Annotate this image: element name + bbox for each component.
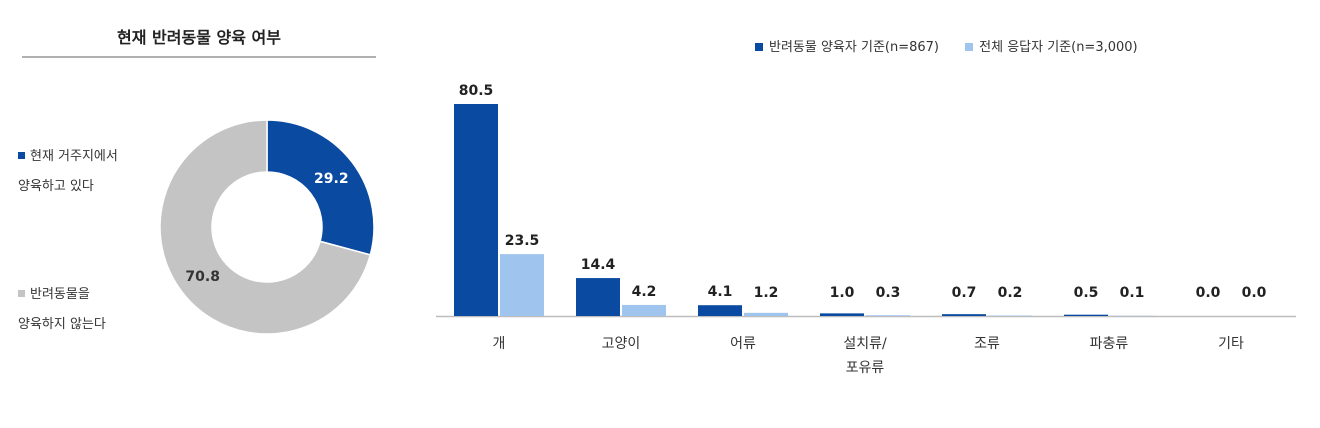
bar-series1-1 <box>622 304 666 316</box>
bar-series1-2 <box>744 312 788 316</box>
donut-slice-0 <box>266 119 375 256</box>
legend-label-not-raising-line2: 양육하지 않는다 <box>18 317 106 332</box>
bar-value-label-0-0: 80.5 <box>459 83 494 99</box>
category-label-3: 설치류/포유류 <box>843 336 887 376</box>
bar-value-label-1-5: 0.1 <box>1120 285 1145 301</box>
bar-value-label-0-1: 14.4 <box>581 257 616 273</box>
legend-swatch-raising <box>18 152 25 159</box>
donut-chart-title: 현재 반려동물 양육 여부 <box>117 28 281 47</box>
category-label-4: 조류 <box>974 336 1000 352</box>
bar-value-label-0-5: 0.5 <box>1074 285 1099 301</box>
bar-series0-1 <box>576 278 620 316</box>
bar-value-label-0-2: 4.1 <box>708 284 733 300</box>
bar-series1-4 <box>988 315 1032 316</box>
legend-label-raising-line1: 현재 거주지에서 <box>30 149 118 164</box>
donut-value-label-0: 29.2 <box>314 171 349 187</box>
title-divider <box>22 56 376 58</box>
bar-chart: 80.5 23.5 개 14.4 4.2 고양이 4.1 1.2 어류 1.0 0.3 설치류/포유류… <box>436 83 1296 376</box>
category-label-5: 파충류 <box>1090 336 1129 352</box>
bar-value-label-0-3: 1.0 <box>830 285 855 301</box>
bar-value-label-1-4: 0.2 <box>998 285 1023 301</box>
donut-value-label-1: 70.8 <box>185 269 220 285</box>
legend-item-not-raising: 반려동물을 양육하지 않는다 <box>18 280 106 340</box>
bar-value-label-1-6: 0.0 <box>1242 285 1267 301</box>
bar-value-label-0-6: 0.0 <box>1196 285 1221 301</box>
donut-slice-1 <box>159 119 372 335</box>
legend-swatch-not-raising <box>18 290 25 297</box>
bar-value-label-1-3: 0.3 <box>876 285 901 301</box>
legend-swatch-all <box>965 42 974 51</box>
legend-item-owners: 반려동물 양육자 기준(n=867) <box>755 36 939 55</box>
legend-label-all: 전체 응답자 기준(n=3,000) <box>979 40 1138 55</box>
legend-label-owners: 반려동물 양육자 기준(n=867) <box>769 40 939 55</box>
bar-value-label-1-2: 1.2 <box>754 285 779 301</box>
bar-series0-5 <box>1064 314 1108 316</box>
bar-value-label-1-1: 4.2 <box>632 284 657 300</box>
donut-chart: 29.2 70.8 <box>159 119 375 335</box>
legend-label-raising-line2: 양육하고 있다 <box>18 179 94 194</box>
bar-series1-3 <box>866 315 910 316</box>
bar-series0-4 <box>942 314 986 316</box>
legend-item-all: 전체 응답자 기준(n=3,000) <box>965 36 1138 55</box>
bar-series0-2 <box>698 305 742 316</box>
legend-label-not-raising-line1: 반려동물을 <box>30 287 90 302</box>
category-label-1: 고양이 <box>602 336 641 352</box>
bar-value-label-0-4: 0.7 <box>952 285 977 301</box>
bar-series0-0 <box>454 104 498 316</box>
bar-series1-0 <box>500 254 544 316</box>
category-label-2: 어류 <box>730 336 756 352</box>
legend-swatch-owners <box>755 42 763 51</box>
legend-item-raising: 현재 거주지에서 양육하고 있다 <box>18 142 118 202</box>
category-label-0: 개 <box>493 336 506 352</box>
bar-series0-3 <box>820 313 864 316</box>
bar-value-label-1-0: 23.5 <box>505 233 540 249</box>
category-label-6: 기타 <box>1218 336 1244 352</box>
bar-chart-legend: 반려동물 양육자 기준(n=867) 전체 응답자 기준(n=3,000) <box>755 36 1160 55</box>
